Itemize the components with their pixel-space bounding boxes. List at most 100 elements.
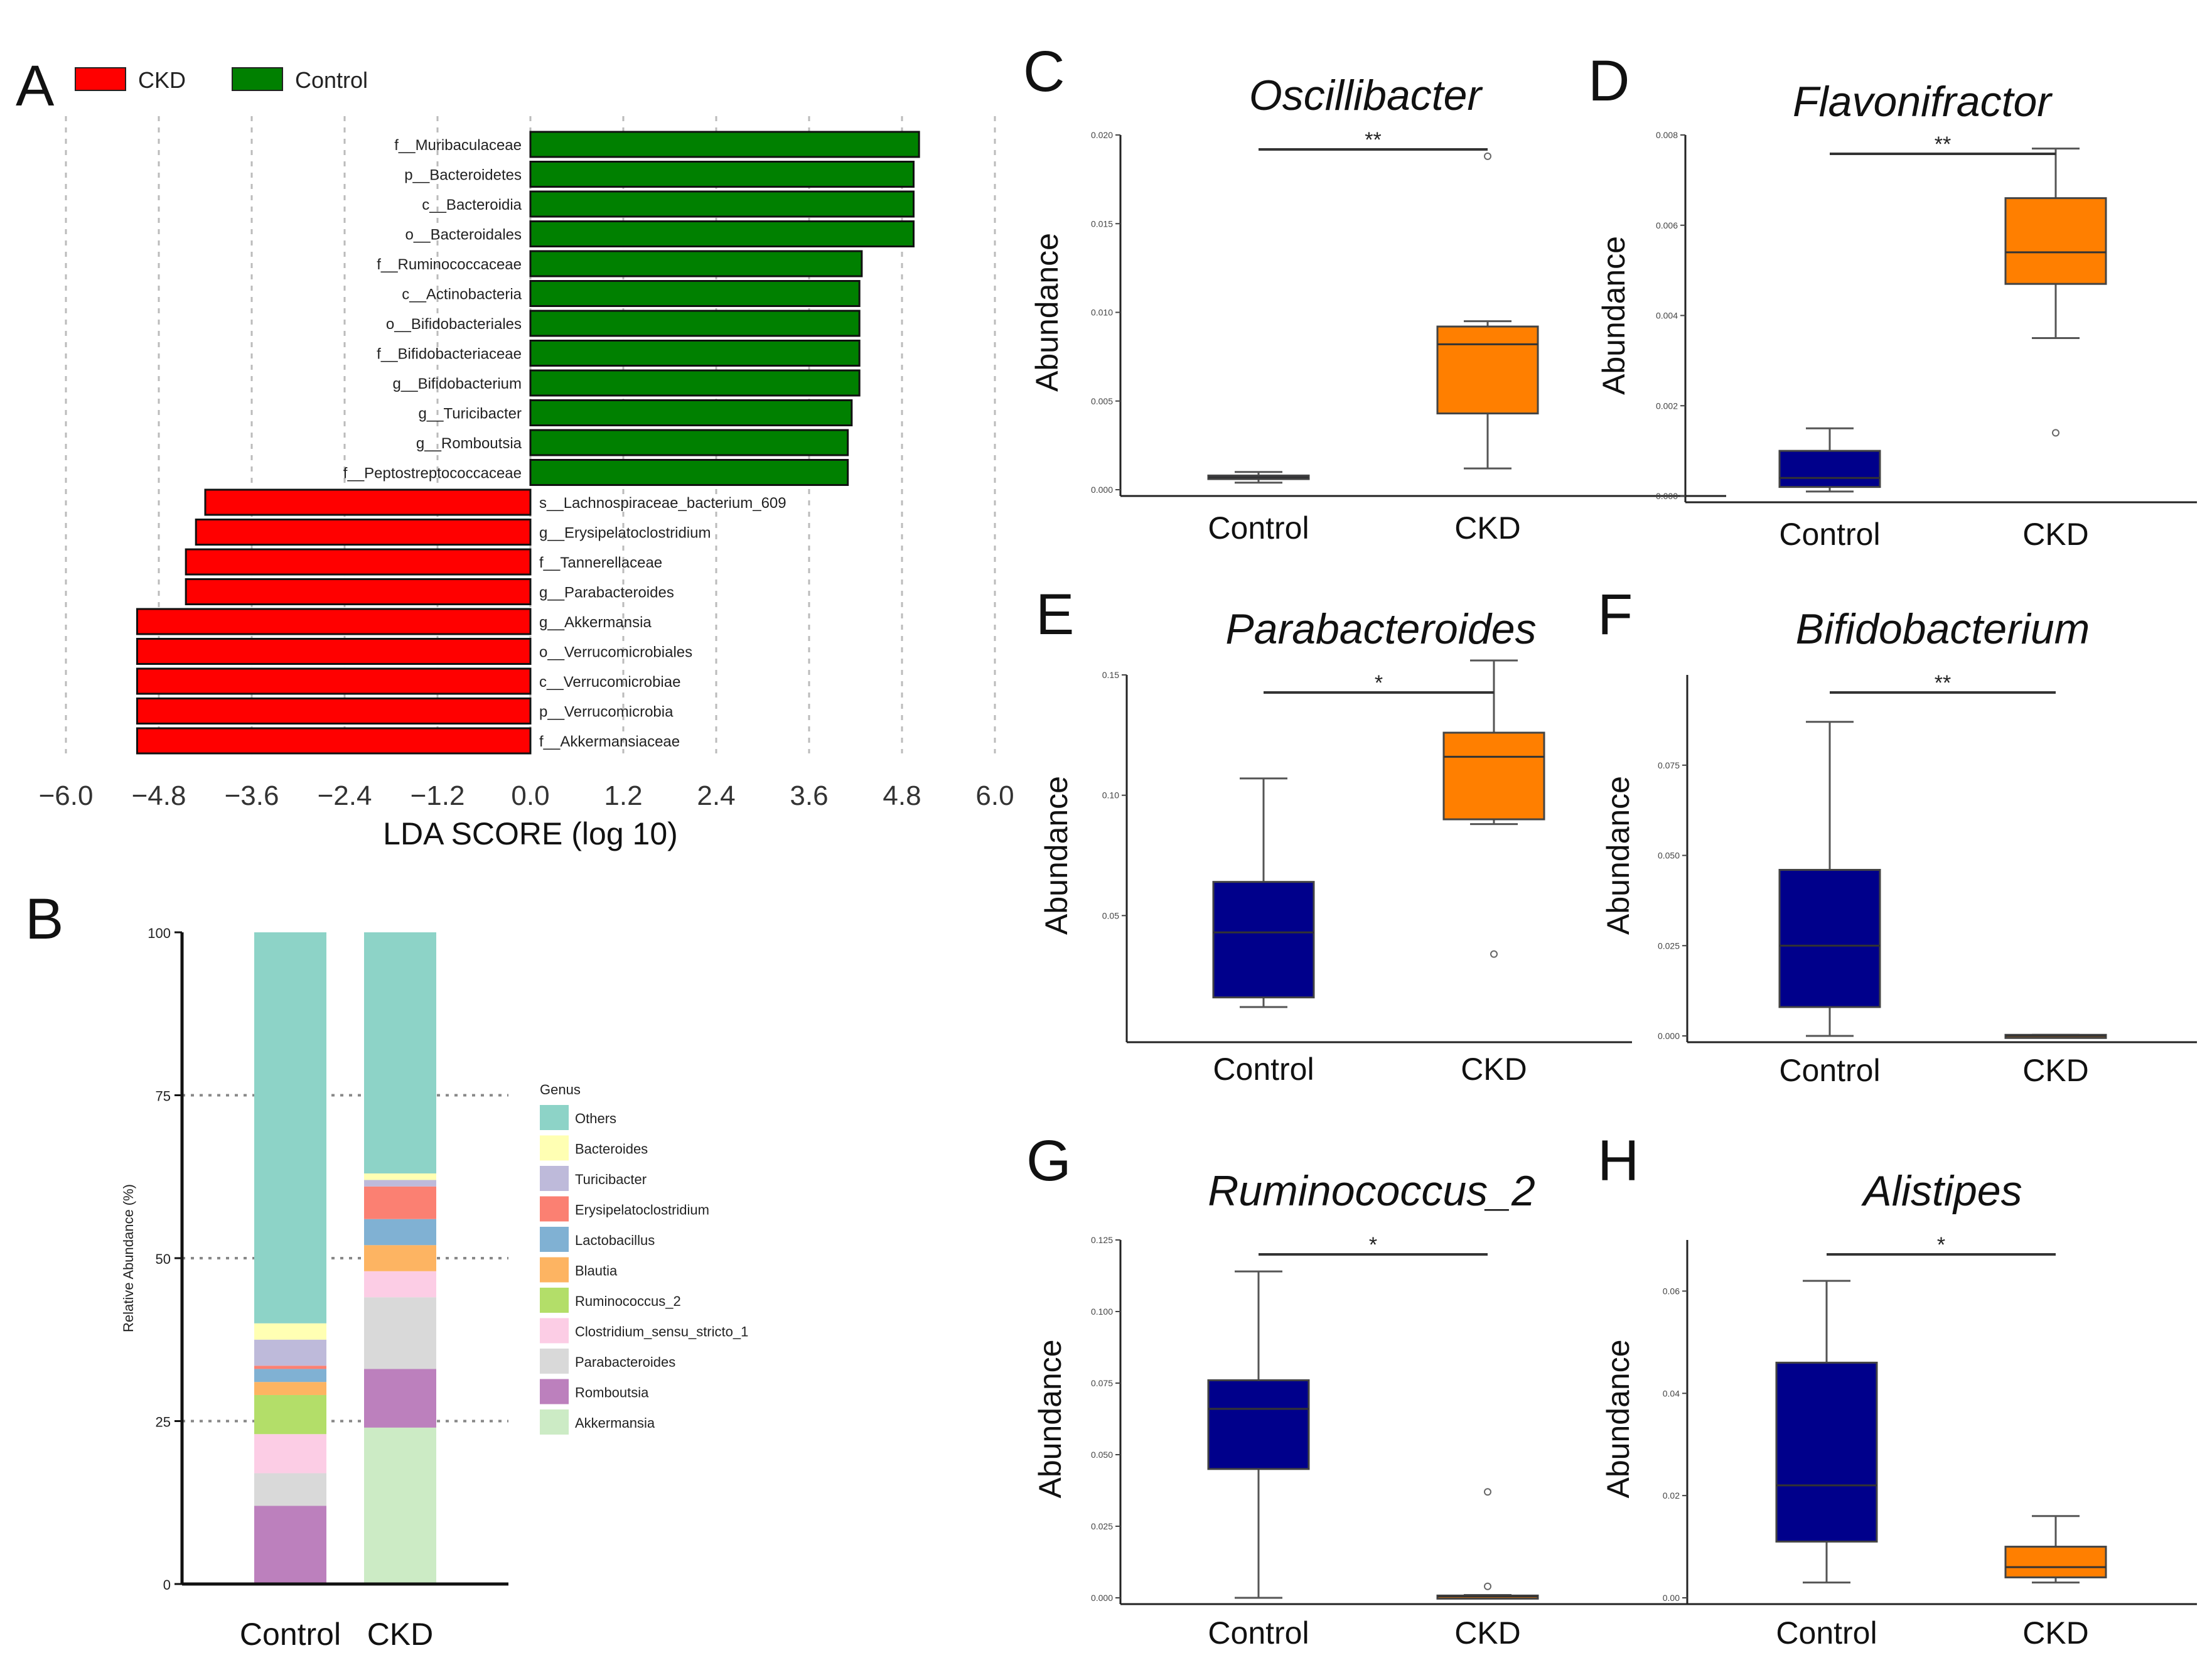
y-tick-label: 0 [163, 1577, 171, 1593]
y-axis-label: Abundance [1601, 776, 1636, 935]
y-tick-label: 0.005 [1091, 396, 1113, 406]
lda-bar [136, 667, 532, 695]
legend-swatch-ruminococcus-2 [540, 1288, 569, 1313]
y-tick-label: 100 [148, 925, 171, 941]
bar-segment-blautia [364, 1245, 436, 1271]
boxplot-flavonifractor: Flavonifractor 0.000 0.002 0.004 0.006 0.008 A… [1596, 78, 2197, 552]
lda-bar [185, 578, 532, 605]
y-tick-label: 75 [156, 1089, 171, 1104]
y-tick-label: 0.10 [1102, 790, 1119, 800]
legend-label-ruminococcus-2: Ruminococcus_2 [575, 1293, 681, 1309]
significance-label: ** [1365, 128, 1381, 152]
bar-segment-lactobacillus [254, 1369, 326, 1382]
x-tick-label: 3.6 [790, 780, 828, 811]
bar-segment-turicibacter [254, 1339, 326, 1366]
taxon-label: f__Peptostreptococcaceae [343, 465, 522, 482]
x-category-label: Control [1779, 1053, 1880, 1088]
x-category-label: Control [240, 1617, 341, 1652]
taxon-label: p__Verrucomicrobia [539, 704, 674, 721]
y-tick-label: 0.075 [1091, 1378, 1113, 1388]
legend-label-bacteroides: Bacteroides [575, 1141, 648, 1157]
x-tick-label: 0.0 [511, 780, 549, 811]
boxplot-parabacteroides: Parabacteroides 0.05 0.10 0.15 Abundance Cont… [1039, 605, 1632, 1087]
x-tick-label: −3.6 [225, 780, 279, 811]
taxon-label: c__Bacteroidia [422, 197, 522, 213]
box-control [1778, 450, 1881, 488]
bar-segment-parabacteroides [254, 1473, 326, 1506]
y-tick-label: 0.04 [1663, 1388, 1680, 1398]
taxon-label: f__Bifidobacteriaceae [377, 346, 522, 363]
taxon-label: g__Parabacteroides [539, 585, 674, 601]
boxplot-ruminococcus-2: Ruminococcus_2 0.000 0.025 0.050 0.075 0.100 0… [1033, 1167, 1726, 1651]
legend-swatch-others [540, 1105, 569, 1130]
y-tick-label: 0.125 [1091, 1235, 1113, 1245]
bar-segment-turicibacter [364, 1180, 436, 1187]
lda-bar [185, 548, 532, 576]
y-tick-label: 0.004 [1656, 311, 1678, 321]
lda-bar [529, 369, 861, 397]
lda-bar [195, 519, 532, 546]
legend-swatch-lactobacillus [540, 1227, 569, 1252]
y-tick-label: 0.010 [1091, 308, 1113, 318]
bar-segment-clostridium-sensu-stricto-1 [254, 1434, 326, 1474]
taxon-label: f__Akkermansiaceae [539, 733, 680, 750]
taxon-label: c__Actinobacteria [402, 286, 522, 303]
bar-segment-clostridium-sensu-stricto-1 [364, 1271, 436, 1298]
legend-swatch-erysipelatoclostridium [540, 1196, 569, 1222]
lda-bar [136, 608, 532, 635]
y-tick-label: 0.000 [1658, 1031, 1680, 1041]
chart-title: Parabacteroides [1225, 605, 1536, 653]
panel-letter-e: E [1036, 583, 1074, 647]
legend-swatch-akkermansia [540, 1409, 569, 1435]
significance-label: * [1937, 1233, 1945, 1257]
legend-label-parabacteroides: Parabacteroides [575, 1354, 675, 1370]
x-category-label: CKD [2022, 1053, 2089, 1088]
boxplot-bifidobacterium: Bifidobacterium 0.000 0.025 0.050 0.075 Abund… [1601, 605, 2197, 1088]
panel-letter-d: D [1588, 49, 1629, 113]
legend-swatch-parabacteroides [540, 1349, 569, 1374]
lda-bar [529, 161, 915, 188]
outlier-point [1484, 1582, 1491, 1590]
taxon-label: f__Tannerellaceae [539, 554, 662, 571]
panel-letter-a: A [16, 54, 55, 118]
legend-swatch-control [232, 67, 283, 91]
boxplot-oscillibacter: Oscillibacter 0.000 0.005 0.010 0.015 0.020 Ab… [1029, 72, 1726, 546]
bar-segment-akkermansia [364, 1427, 436, 1584]
x-tick-label: 6.0 [975, 780, 1014, 811]
legend-label-control: Control [295, 67, 368, 93]
bar-segment-erysipelatoclostridium [254, 1366, 326, 1369]
lda-bar [136, 727, 532, 755]
x-category-label: Control [1208, 1615, 1309, 1651]
chart-title: Ruminococcus_2 [1208, 1167, 1535, 1215]
panel-letter-g: G [1026, 1129, 1071, 1193]
chart-title: Alistipes [1860, 1167, 2022, 1215]
y-tick-label: 0.000 [1091, 1593, 1113, 1603]
bar-segment-erysipelatoclostridium [364, 1186, 436, 1219]
legend-label-blautia: Blautia [575, 1263, 618, 1279]
panel-letter-c: C [1023, 40, 1065, 104]
legend-label-clostridium-sensu-stricto-1: Clostridium_sensu_stricto_1 [575, 1324, 748, 1340]
legend-label-turicibacter: Turicibacter [575, 1172, 647, 1187]
legend-label-lactobacillus: Lactobacillus [575, 1232, 655, 1248]
lda-chart: CKD Control f__Muribaculaceae p__Bacteroide… [39, 67, 1014, 851]
y-tick-label: 50 [156, 1251, 171, 1267]
x-category-label: CKD [1461, 1052, 1527, 1087]
box-ckd [2004, 1546, 2107, 1578]
bar-segment-bacteroides [364, 1173, 436, 1180]
x-axis-label: LDA SCORE (log 10) [383, 816, 678, 851]
boxplot-alistipes: Alistipes 0.00 0.02 0.04 0.06 Abundance Contro… [1601, 1167, 2197, 1651]
x-tick-label: 4.8 [883, 780, 921, 811]
y-tick-label: 0.050 [1091, 1450, 1113, 1460]
legend-title: Genus [540, 1082, 581, 1097]
box-control [1212, 881, 1315, 999]
bar-segment-romboutsia [254, 1506, 326, 1584]
x-category-label: CKD [367, 1617, 434, 1652]
y-tick-label: 0.075 [1658, 760, 1680, 770]
bar-segment-romboutsia [364, 1369, 436, 1428]
outlier-point [1490, 950, 1498, 958]
x-category-label: Control [1779, 517, 1880, 552]
significance-label: ** [1935, 671, 1951, 695]
taxon-label: o__Bacteroidales [405, 227, 522, 244]
lda-bar [529, 429, 849, 456]
